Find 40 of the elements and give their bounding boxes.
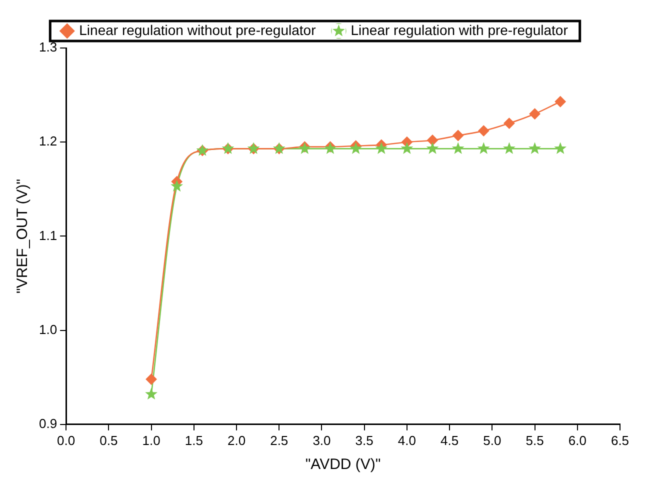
y-tick-label: 1.0 [38, 322, 58, 337]
x-axis-title: "AVDD (V)" [305, 456, 381, 474]
point [554, 142, 567, 154]
y-tick-label: 1.2 [38, 134, 58, 149]
point [477, 142, 490, 154]
x-tick-label: 0.5 [100, 432, 118, 448]
x-tick-label: 2.0 [227, 432, 246, 448]
x-tick-label: 4.0 [398, 432, 416, 448]
point [503, 142, 516, 154]
legend-label: Linear regulation with pre-regulator [350, 22, 568, 38]
point [170, 180, 184, 192]
point [452, 130, 464, 142]
point [400, 142, 414, 154]
x-tick-label: 6.5 [610, 432, 630, 448]
point [145, 388, 158, 400]
x-tick-label: 0.0 [57, 432, 76, 448]
x-tick-label: 6.0 [568, 432, 586, 448]
x-tick-label: 1.0 [142, 432, 160, 448]
point [478, 125, 490, 136]
point [529, 108, 540, 120]
y-tick-label: 1.1 [38, 228, 58, 243]
point [528, 142, 541, 154]
x-tick-label: 4.5 [440, 432, 459, 448]
point [375, 142, 388, 154]
x-tick-label: 2.5 [270, 432, 288, 448]
x-tick-label: 3.0 [312, 432, 331, 448]
point [554, 96, 566, 108]
point [504, 118, 515, 129]
point [426, 142, 439, 154]
x-tick-label: 5.5 [526, 432, 544, 448]
point [452, 142, 464, 154]
y-tick-label: 0.9 [38, 416, 58, 431]
y-tick-label: 1.3 [38, 40, 58, 55]
x-tick-label: 1.5 [184, 432, 203, 448]
y-axis-title: "VREF_OUT (V)" [14, 178, 32, 294]
point [146, 374, 157, 385]
x-tick-label: 3.5 [355, 432, 374, 448]
x-tick-label: 5.0 [483, 432, 502, 448]
point [427, 134, 438, 146]
legend-label: Linear regulation without pre-regulator [79, 22, 316, 38]
